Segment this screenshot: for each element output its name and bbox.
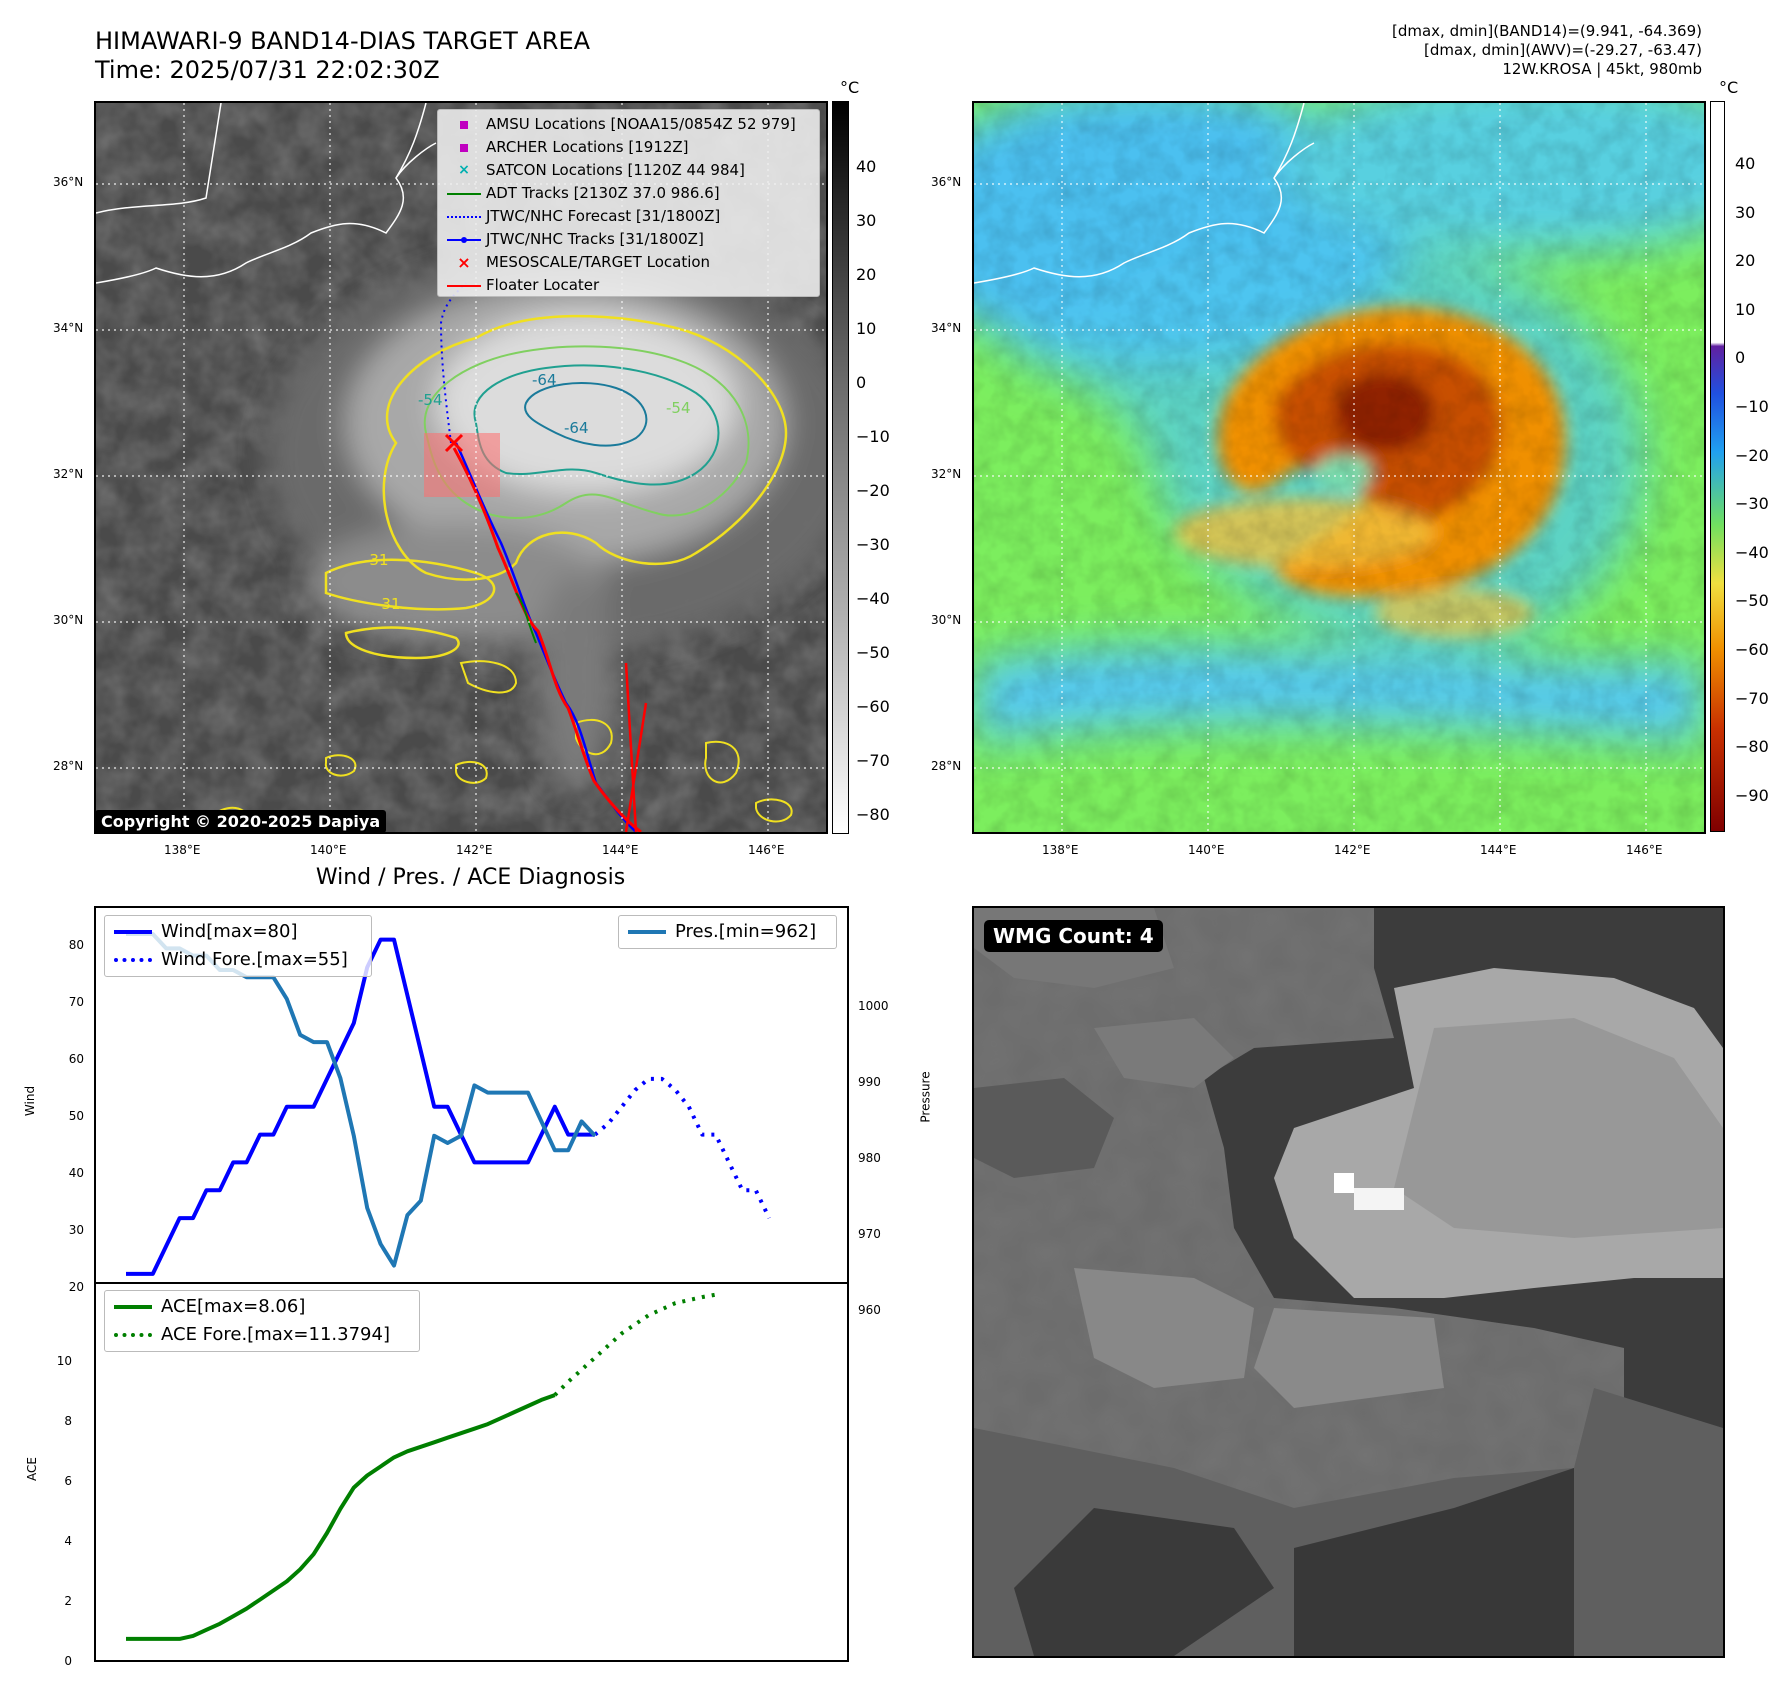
lon-tick: 140°E [1188, 843, 1225, 857]
line-icon [111, 1305, 155, 1309]
legend-item-pressure: Pres.[min=962] [625, 918, 830, 946]
legend-item-ace: ACE[max=8.06] [111, 1293, 413, 1321]
lon-tick: 144°E [1480, 843, 1517, 857]
legend-item-adt: ADT Tracks [2130Z 37.0 986.6] [442, 182, 815, 205]
legend-item-satcon: × SATCON Locations [1120Z 44 984] [442, 159, 815, 182]
legend-item-forecast: JTWC/NHC Forecast [31/1800Z] [442, 205, 815, 228]
lat-tick: 34°N [53, 321, 84, 335]
contour-label: -64 [564, 419, 589, 437]
legend-item-floater: Floater Locater [442, 274, 815, 297]
pressure-legend: Pres.[min=962] [618, 915, 837, 949]
legend-item-target: × MESOSCALE/TARGET Location [442, 251, 815, 274]
ir-colorbar-unit: °C [840, 78, 860, 97]
lat-tick: 28°N [931, 759, 962, 773]
awv-colorbar-ticks: 40 30 20 10 0 −10 −20 −30 −40 −50 −60 −7… [1735, 154, 1769, 805]
wind-forecast-line [593, 1076, 772, 1219]
line-dot-icon [442, 236, 486, 243]
wind-legend: Wind[max=80] Wind Fore.[max=55] [104, 915, 372, 977]
pressure-ylabel: Pressure [918, 1071, 933, 1123]
lat-tick: 28°N [53, 759, 84, 773]
info-block: [dmax, dmin](BAND14)=(9.941, -64.369) [d… [1392, 22, 1702, 79]
lat-tick: 30°N [53, 613, 84, 627]
dotted-line-icon [111, 1333, 155, 1337]
awv-map-image [974, 103, 1704, 832]
lon-tick: 142°E [1334, 843, 1371, 857]
line-icon [442, 192, 486, 195]
pressure-line [126, 932, 597, 1268]
lon-tick: 140°E [310, 843, 347, 857]
lat-tick: 34°N [931, 321, 962, 335]
ace-series-layer [126, 1292, 716, 1641]
chart-time: Time: 2025/07/31 22:02:30Z [95, 56, 440, 84]
lat-tick: 30°N [931, 613, 962, 627]
dotted-line-icon [111, 958, 155, 962]
info-awv-range: [dmax, dmin](AWV)=(-29.27, -63.47) [1423, 41, 1702, 59]
lat-tick: 36°N [931, 175, 962, 189]
info-band14-range: [dmax, dmin](BAND14)=(9.941, -64.369) [1391, 22, 1702, 40]
legend-item-tracks: JTWC/NHC Tracks [31/1800Z] [442, 228, 815, 251]
contour-label: -31 [364, 551, 389, 569]
ir-colorbar [832, 101, 849, 834]
lon-tick: 138°E [164, 843, 201, 857]
lon-tick: 146°E [748, 843, 785, 857]
wmg-image [974, 908, 1723, 1656]
info-storm: 12W.KROSA | 45kt, 980mb [1502, 60, 1702, 78]
ace-forecast-line [553, 1292, 716, 1397]
ace-ylabel: ACE [24, 1457, 39, 1481]
lon-tick: 138°E [1042, 843, 1079, 857]
wind-series-layer [126, 937, 772, 1276]
dotted-line-icon [442, 215, 486, 218]
lon-tick: 142°E [456, 843, 493, 857]
pressure-series-layer [126, 932, 597, 1268]
ir-map: -54 -64 -64 -54 -31 -31 AMSU Locations [… [94, 101, 828, 834]
awv-map [972, 101, 1706, 834]
awv-colorbar [1710, 101, 1725, 832]
line-icon [625, 930, 669, 934]
lon-tick: 146°E [1626, 843, 1663, 857]
legend-item-wind: Wind[max=80] [111, 918, 365, 946]
ace-line [126, 1393, 556, 1641]
lat-tick: 32°N [931, 467, 962, 481]
map-legend: AMSU Locations [NOAA15/0854Z 52 979] ARC… [437, 109, 820, 297]
wind-ticks: 80 70 60 50 40 30 20 [68, 938, 84, 1294]
lat-tick: 36°N [53, 175, 84, 189]
lon-tick: 144°E [602, 843, 639, 857]
line-icon [111, 930, 155, 934]
line-icon [442, 284, 486, 287]
ace-legend: ACE[max=8.06] ACE Fore.[max=11.3794] [104, 1290, 420, 1352]
contour-label: -31 [376, 595, 401, 613]
diagnosis-chart [94, 906, 849, 1662]
wind-ylabel: Wind [23, 1085, 38, 1117]
lat-tick: 32°N [53, 467, 84, 481]
copyright-badge: Copyright © 2020-2025 Dapiya [96, 810, 387, 832]
awv-colorbar-unit: °C [1719, 78, 1739, 97]
x-marker-icon: × [457, 253, 471, 272]
ir-colorbar-ticks: 40 30 20 10 0 −10 −20 −30 −40 −50 −60 −7… [856, 157, 890, 824]
contour-label: -54 [418, 391, 443, 409]
x-marker-icon: × [458, 162, 470, 178]
legend-item-archer: ARCHER Locations [1912Z] [442, 136, 815, 159]
wmg-panel: WMG Count: 4 [972, 906, 1725, 1658]
ace-axes-frame [94, 1282, 849, 1662]
ace-ticks: 10 8 6 4 2 0 [56, 1354, 72, 1668]
chart-title: HIMAWARI-9 BAND14-DIAS TARGET AREA [95, 27, 591, 55]
legend-item-wind-forecast: Wind Fore.[max=55] [111, 946, 365, 974]
wind-line [126, 937, 595, 1276]
square-marker-icon [442, 120, 486, 129]
contour-label: -64 [532, 371, 557, 389]
legend-item-ace-forecast: ACE Fore.[max=11.3794] [111, 1321, 413, 1349]
wmg-count-badge: WMG Count: 4 [984, 920, 1163, 952]
contour-label: -54 [666, 399, 691, 417]
legend-item-amsu: AMSU Locations [NOAA15/0854Z 52 979] [442, 113, 815, 136]
pressure-ticks: 1000 990 980 970 960 [858, 999, 889, 1317]
square-marker-icon [442, 143, 486, 152]
diagnosis-title: Wind / Pres. / ACE Diagnosis [315, 865, 626, 890]
